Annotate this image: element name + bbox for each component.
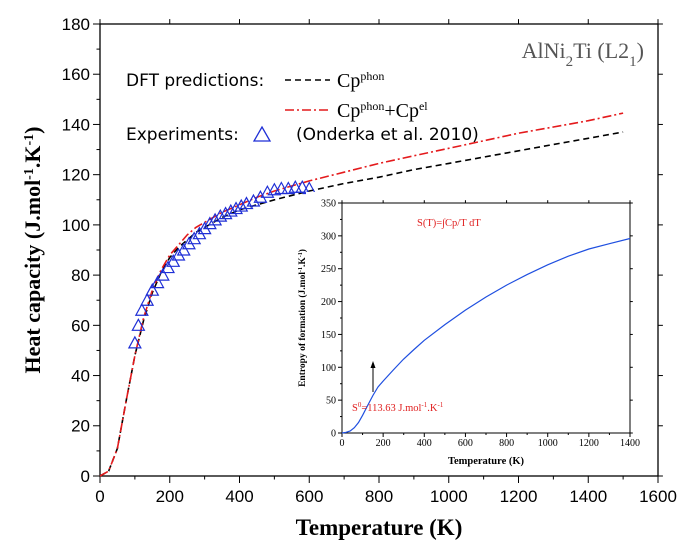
experiment-triangle-marker (213, 208, 228, 222)
experiment-triangle-marker (223, 203, 238, 217)
inset-y-tick-label: 350 (321, 199, 336, 210)
inset-background (306, 192, 650, 446)
experiment-triangle-marker (176, 242, 191, 256)
inset-y-tick-label: 300 (321, 231, 336, 242)
inset-y-tick-label: 150 (321, 330, 336, 341)
entropy-line (341, 237, 631, 434)
main-x-tick-label: 800 (365, 487, 393, 506)
main-x-tick-label: 400 (225, 487, 253, 506)
inset-x-tick-label: 200 (376, 438, 391, 449)
main-y-axis-title: Heat capacity (J.mol-1.K-1) (20, 127, 45, 374)
main-y-tick-label: 0 (81, 467, 90, 486)
experiment-triangle-marker (127, 335, 142, 349)
inset-x-tick-label: 400 (417, 438, 432, 449)
main-x-tick-label: 1200 (500, 487, 538, 506)
legend-label-cp-phon-el: Cpphon+Cpel (337, 99, 428, 122)
main-axis-ticks: 0 200 400 600 800 1000 1200 1400 160002040608010… (62, 15, 677, 506)
main-x-tick-label: 200 (156, 487, 184, 506)
main-y-tick-label: 60 (71, 316, 90, 335)
main-y-tick-label: 80 (71, 266, 90, 285)
inset-x-tick-label: 800 (499, 438, 514, 449)
main-x-axis-title: Temperature (K) (296, 515, 463, 540)
inset-series-group (341, 237, 631, 434)
inset-axis-ticks: 0 200 400 600 800 1000 1200 1400 0 50 100 150 200 250… (321, 199, 640, 450)
main-y-tick-label: 140 (62, 115, 90, 134)
legend-experiments-label: Experiments: (126, 125, 239, 145)
inset-y-tick-label: 250 (321, 264, 336, 275)
main-x-tick-label: 1400 (569, 487, 607, 506)
experiment-triangle-marker (166, 254, 181, 267)
legend: DFT predictions: Cpphon Cpphon+Cpel Expe… (126, 69, 479, 145)
inset-y-tick-label: 100 (321, 363, 336, 374)
legend-dft-label: DFT predictions: (126, 71, 264, 91)
experiment-triangle-marker (202, 216, 217, 230)
experiment-triangle-marker (131, 318, 146, 331)
inset-y-tick-label: 50 (326, 396, 336, 407)
main-chart-title: AlNi2Ti (L21) (522, 38, 644, 70)
main-y-tick-label: 180 (62, 15, 90, 34)
main-y-tick-label: 40 (71, 367, 90, 386)
experiment-triangle-marker (295, 179, 310, 193)
main-x-tick-label: 0 (95, 487, 104, 506)
main-x-tick-label: 1000 (430, 487, 468, 506)
inset-x-tick-label: 1400 (620, 438, 640, 449)
experiment-triangle-marker (234, 198, 249, 212)
experiment-triangle-marker (208, 212, 223, 226)
main-y-tick-label: 160 (62, 65, 90, 84)
inset-annotation-arrowhead (370, 361, 376, 368)
inset-title: S(T)=∫Cp/T dT (417, 218, 481, 229)
experiment-triangle-marker (229, 201, 244, 215)
inset-annotation: S0=113.63 J.mol-1.K-1 (352, 401, 444, 414)
inset-y-tick-label: 0 (331, 429, 336, 440)
experiment-triangle-marker (145, 282, 160, 296)
experiment-triangle-marker (274, 181, 289, 195)
inset-x-tick-label: 0 (340, 438, 345, 449)
experiment-triangle-marker (246, 193, 261, 207)
experiment-triangle-marker (134, 303, 149, 316)
legend-triangle-marker (252, 125, 272, 142)
main-x-tick-label: 1600 (639, 487, 677, 506)
experiment-triangle-marker (288, 179, 303, 193)
experiment-triangle-marker (218, 206, 233, 220)
experiment-triangle-marker (155, 267, 170, 281)
legend-label-cp-phon: Cpphon (337, 69, 384, 92)
inset-x-tick-label: 1000 (538, 438, 558, 449)
experiment-triangle-marker (160, 260, 176, 274)
inset-x-tick-label: 600 (458, 438, 473, 449)
main-y-tick-label: 120 (62, 166, 90, 185)
inset-chart: 0 200 400 600 800 1000 1200 1400 0 50 100 150 200 250… (297, 192, 650, 467)
main-y-tick-label: 20 (71, 417, 90, 436)
experiment-triangle-marker (140, 292, 155, 306)
inset-x-axis-title: Temperature (K) (448, 456, 525, 467)
main-x-tick-label: 600 (295, 487, 323, 506)
experiment-triangle-marker (150, 275, 165, 289)
legend-label-onderka: (Onderka et al. 2010) (296, 125, 479, 145)
inset-y-tick-label: 200 (321, 297, 336, 308)
inset-y-axis-title: Entropy of formation (J.mol-1.K-1) (297, 249, 308, 387)
main-y-tick-label: 100 (62, 216, 90, 235)
inset-x-tick-label: 1200 (579, 438, 599, 449)
main-series-group (99, 112, 624, 477)
